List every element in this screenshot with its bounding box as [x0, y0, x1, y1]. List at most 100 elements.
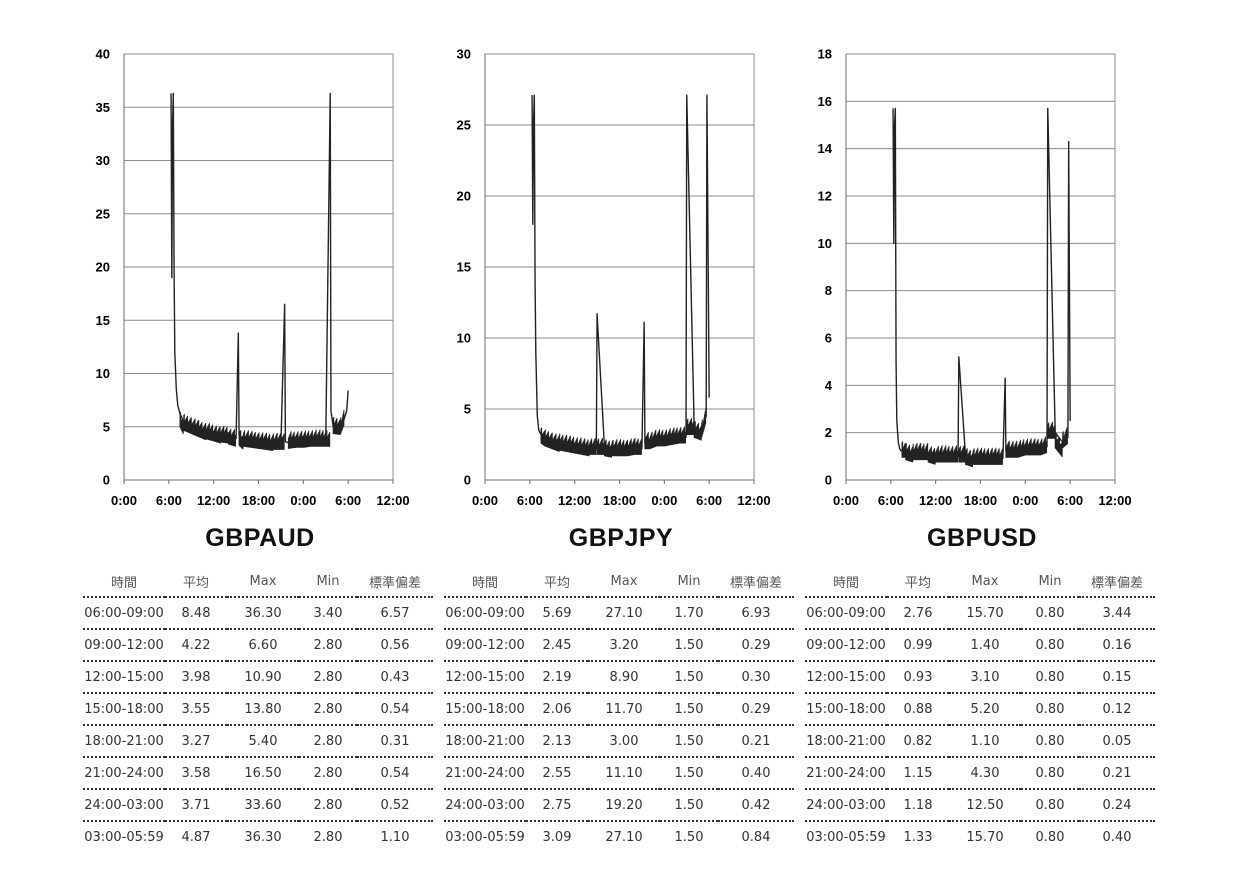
gbpaud-x-tick-label: 6:00 [156, 493, 182, 508]
table-cell: 0.56 [357, 628, 433, 661]
gbpusd-y-tick-label: 4 [825, 378, 833, 393]
table-cell: 2.80 [299, 788, 357, 821]
gbpusd-y-tick-label: 8 [825, 283, 832, 298]
table-cell: 06:00-09:00 [444, 596, 526, 629]
table-cell: 0.52 [357, 788, 433, 821]
table-row: 21:00-24:00 2.55 11.10 1.50 0.40 [444, 756, 794, 789]
gbpaud-y-tick-label: 40 [96, 47, 110, 62]
table-cell: 2.75 [526, 788, 588, 821]
gbpusd-table-header-row: 時間 平均 Max Min 標準偏差 [805, 566, 1155, 597]
table-cell: 13.80 [227, 692, 299, 725]
table-cell: 09:00-12:00 [83, 628, 165, 661]
table-cell: 4.22 [165, 628, 227, 661]
table-cell: 1.10 [949, 724, 1021, 757]
gbpaud-column-header: 時間 [110, 575, 137, 591]
gbpaud-column-header: 平均 [182, 575, 209, 591]
table-cell: 1.18 [887, 788, 949, 821]
table-cell: 0.80 [1021, 756, 1079, 789]
gbpusd-x-tick-label: 0:00 [1012, 493, 1038, 508]
gbpaud-x-tick-label: 0:00 [290, 493, 316, 508]
table-cell: 5.40 [227, 724, 299, 757]
table-cell: 6.57 [357, 596, 433, 629]
gbpjpy-y-tick-label: 20 [457, 189, 471, 204]
table-cell: 0.43 [357, 660, 433, 693]
gbpjpy-chart: 0 5 10 15 20 25 30 0:00 6:00 12:00 18:00 0:00 6:00 12… [457, 47, 771, 509]
table-cell: 1.50 [660, 692, 718, 725]
table-cell: 15.70 [949, 596, 1021, 629]
table-cell: 1.15 [887, 756, 949, 789]
gbpaud-stats-table: 時間 平均 Max Min 標準偏差 06:00-09:00 8.48 36.30 3.40 6.… [83, 566, 433, 852]
table-cell: 6.93 [718, 596, 794, 629]
table-row: 12:00-15:00 2.19 8.90 1.50 0.30 [444, 660, 794, 693]
table-cell: 12.50 [949, 788, 1021, 821]
table-cell: 1.50 [660, 724, 718, 757]
gbpusd-column-header: 平均 [904, 575, 931, 591]
table-row: 03:00-05:59 3.09 27.10 1.50 0.84 [444, 820, 794, 852]
table-cell: 24:00-03:00 [805, 788, 887, 821]
table-cell: 0.84 [718, 820, 794, 852]
table-cell: 3.58 [165, 756, 227, 789]
gbpaud-x-tick-label: 18:00 [242, 493, 275, 508]
table-cell: 09:00-12:00 [805, 628, 887, 661]
table-cell: 36.30 [227, 596, 299, 629]
gbpjpy-x-tick-label: 0:00 [472, 493, 498, 508]
table-cell: 15:00-18:00 [805, 692, 887, 725]
gbpusd-title: GBPUSD [927, 524, 1037, 552]
table-row: 09:00-12:00 2.45 3.20 1.50 0.29 [444, 628, 794, 661]
table-row: 09:00-12:00 4.22 6.60 2.80 0.56 [83, 628, 433, 661]
table-cell: 03:00-05:59 [805, 820, 887, 852]
table-cell: 3.44 [1079, 596, 1155, 629]
gbpaud-y-tick-label: 15 [96, 313, 110, 328]
table-cell: 2.55 [526, 756, 588, 789]
table-cell: 0.15 [1079, 660, 1155, 693]
table-cell: 21:00-24:00 [83, 756, 165, 789]
table-cell: 0.80 [1021, 788, 1079, 821]
table-row: 15:00-18:00 3.55 13.80 2.80 0.54 [83, 692, 433, 725]
table-cell: 2.80 [299, 692, 357, 725]
table-cell: 8.48 [165, 596, 227, 629]
gbpaud-table-header-row: 時間 平均 Max Min 標準偏差 [83, 566, 433, 597]
table-cell: 2.80 [299, 628, 357, 661]
gbpusd-x-tick-label: 6:00 [1057, 493, 1083, 508]
gbpjpy-stats-table: 時間 平均 Max Min 標準偏差 06:00-09:00 5.69 27.10 1.70 6.… [444, 566, 794, 852]
table-cell: 0.80 [1021, 596, 1079, 629]
gbpjpy-table-header-row: 時間 平均 Max Min 標準偏差 [444, 566, 794, 597]
table-row: 06:00-09:00 2.76 15.70 0.80 3.44 [805, 596, 1155, 629]
table-cell: 3.20 [588, 628, 660, 661]
table-cell: 16.50 [227, 756, 299, 789]
table-cell: 0.05 [1079, 724, 1155, 757]
gbpjpy-x-tick-label: 6:00 [517, 493, 543, 508]
table-cell: 12:00-15:00 [83, 660, 165, 693]
table-row: 24:00-03:00 1.18 12.50 0.80 0.24 [805, 788, 1155, 821]
gbpusd-plot-frame [845, 53, 1116, 481]
table-cell: 18:00-21:00 [444, 724, 526, 757]
table-cell: 10.90 [227, 660, 299, 693]
gbpusd-y-tick-label: 12 [818, 189, 832, 204]
table-cell: 2.19 [526, 660, 588, 693]
table-row: 21:00-24:00 3.58 16.50 2.80 0.54 [83, 756, 433, 789]
table-cell: 0.80 [1021, 724, 1079, 757]
gbpusd-y-tick-label: 0 [825, 473, 832, 488]
table-cell: 8.90 [588, 660, 660, 693]
table-cell: 1.50 [660, 756, 718, 789]
table-cell: 3.71 [165, 788, 227, 821]
table-cell: 11.10 [588, 756, 660, 789]
gbpusd-y-tick-label: 14 [818, 141, 833, 156]
table-cell: 0.42 [718, 788, 794, 821]
table-cell: 2.80 [299, 820, 357, 852]
gbpjpy-column-header: 標準偏差 [729, 575, 782, 591]
table-cell: 0.16 [1079, 628, 1155, 661]
table-cell: 0.30 [718, 660, 794, 693]
table-cell: 03:00-05:59 [444, 820, 526, 852]
table-cell: 0.21 [718, 724, 794, 757]
table-cell: 3.00 [588, 724, 660, 757]
table-cell: 2.80 [299, 724, 357, 757]
table-cell: 12:00-15:00 [444, 660, 526, 693]
table-row: 06:00-09:00 5.69 27.10 1.70 6.93 [444, 596, 794, 629]
table-cell: 5.69 [526, 596, 588, 629]
table-cell: 15.70 [949, 820, 1021, 852]
table-cell: 0.80 [1021, 820, 1079, 852]
gbpusd-y-tick-label: 6 [825, 331, 832, 346]
table-cell: 0.93 [887, 660, 949, 693]
table-cell: 1.70 [660, 596, 718, 629]
